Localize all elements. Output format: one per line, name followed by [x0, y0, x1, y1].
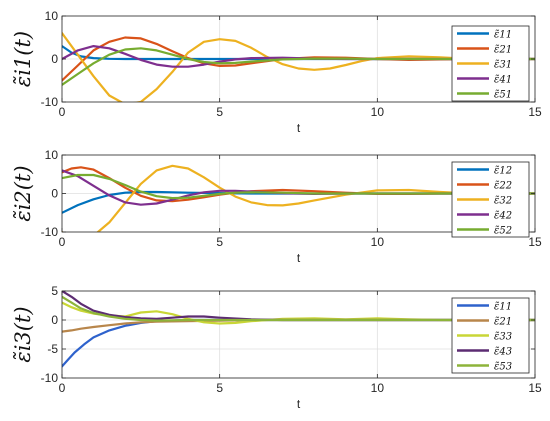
y-tick-label: -10 — [41, 225, 59, 239]
y-tick-label: 5 — [51, 284, 58, 298]
legend-label: ε̃43 — [494, 347, 512, 358]
x-tick-label: 0 — [59, 105, 66, 119]
y-tick-label: 0 — [51, 313, 58, 327]
x-tick-label: 0 — [59, 235, 66, 249]
series-line-5 — [62, 173, 535, 200]
legend-label: ε̃21 — [494, 317, 512, 328]
y-axis-label: ε̃i3(t) — [11, 306, 35, 362]
legend-label: ε̃41 — [494, 75, 512, 86]
x-axis-label: t — [297, 121, 301, 135]
x-tick-label: 0 — [59, 381, 66, 395]
series-line-5 — [62, 295, 535, 322]
series-group — [62, 291, 535, 368]
axes-box — [61, 290, 536, 379]
y-axis-label: ε̃i1(t) — [11, 31, 35, 87]
legend-label: ε̃31 — [494, 60, 512, 71]
legend: ε̃11 ε̃21 ε̃31 ε̃41 ε̃51 — [451, 25, 530, 102]
series-group — [62, 164, 535, 232]
legend-label: ε̃32 — [494, 196, 512, 207]
series-line-3 — [62, 164, 535, 232]
x-tick-label: 15 — [528, 381, 542, 395]
legend-label: ε̃51 — [494, 90, 512, 101]
y-axis-label: ε̃i2(t) — [11, 165, 35, 221]
y-tick-label: 10 — [45, 148, 59, 162]
x-tick-label: 10 — [371, 235, 385, 249]
x-tick-label: 10 — [371, 381, 385, 395]
legend: ε̃11 ε̃21 ε̃33 ε̃43 ε̃53 — [451, 297, 530, 374]
y-tick-label: -10 — [41, 371, 59, 385]
x-tick-label: 5 — [216, 105, 223, 119]
legend-label: ε̃11 — [494, 30, 512, 41]
y-tick-label: 10 — [45, 9, 59, 23]
y-tick-label: 0 — [51, 52, 58, 66]
legend-label: ε̃11 — [494, 302, 512, 313]
legend-label: ε̃42 — [494, 211, 512, 222]
legend-label: ε̃21 — [494, 45, 512, 56]
legend-label: ε̃52 — [494, 226, 512, 237]
x-tick-label: 5 — [216, 235, 223, 249]
legend-label: ε̃33 — [494, 332, 512, 343]
chart-panel-3: 0 5 10 15 -10 -5 0 5 t ε̃i3(t) ε̃11 ε̃21 ε̃33 ε̃43 ε̃5… — [11, 284, 542, 411]
series-line-3 — [62, 32, 535, 102]
x-tick-label: 10 — [371, 105, 385, 119]
y-tick-label: 0 — [51, 187, 58, 201]
series-group — [62, 32, 535, 102]
x-tick-label: 15 — [528, 235, 542, 249]
legend-label: ε̃22 — [494, 181, 512, 192]
y-tick-label: -10 — [41, 95, 59, 109]
x-axis-label: t — [297, 397, 301, 411]
x-tick-label: 5 — [216, 381, 223, 395]
legend: ε̃12 ε̃22 ε̃32 ε̃42 ε̃52 — [451, 161, 530, 238]
series-line-5 — [62, 47, 535, 86]
x-axis-label: t — [297, 251, 301, 265]
x-tick-label: 15 — [528, 105, 542, 119]
legend-label: ε̃53 — [494, 362, 512, 373]
legend-label: ε̃12 — [494, 166, 512, 177]
y-tick-label: -5 — [47, 342, 58, 356]
